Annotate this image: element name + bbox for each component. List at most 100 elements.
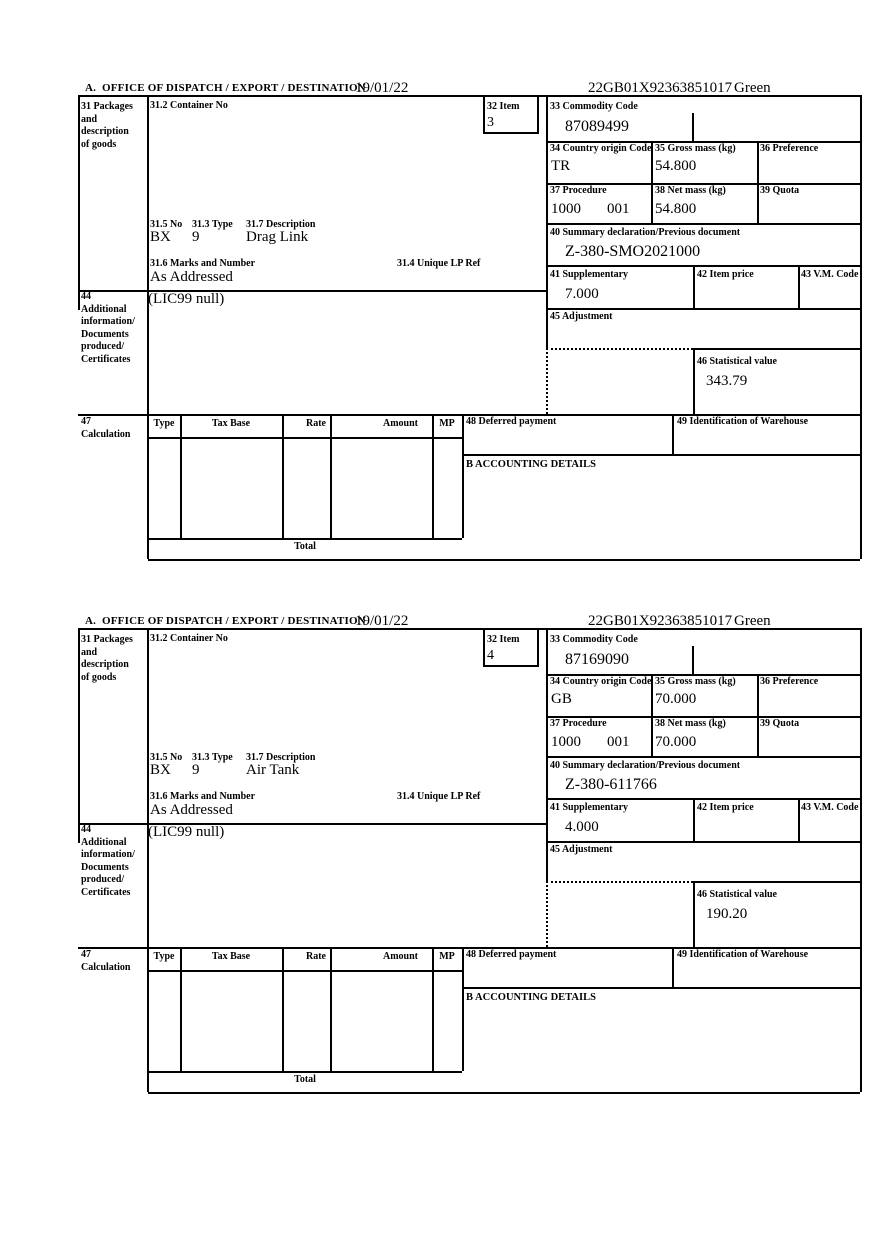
column-header-rate: Rate <box>306 951 326 962</box>
box40-label: 40 Summary declaration/Previous document <box>550 227 741 238</box>
box31-3-label: 31.3 Type <box>192 219 233 230</box>
divider <box>546 265 860 267</box>
divider <box>693 265 695 308</box>
net-mass-value: 70.000 <box>655 734 697 750</box>
box40-label: 40 Summary declaration/Previous document <box>550 760 741 771</box>
box31-5-label: 31.5 No <box>150 219 183 230</box>
divider <box>546 756 860 758</box>
box31-4-label: 31.4 Unique LP Ref <box>397 258 481 269</box>
box39-label: 39 Quota <box>760 185 800 196</box>
box44-label: 44 Additional information/ Documents pro… <box>81 824 135 898</box>
box44-label: 44 Additional information/ Documents pro… <box>81 291 135 365</box>
box49-label: 49 Identification of Warehouse <box>677 416 809 427</box>
routing-status: Green <box>734 613 771 629</box>
box45-label: 45 Adjustment <box>550 311 613 322</box>
box42-label: 42 Item price <box>697 269 754 280</box>
statistical-value: 343.79 <box>706 373 748 389</box>
divider <box>546 628 548 881</box>
item-number-value: 4 <box>487 648 494 663</box>
divider <box>546 223 860 225</box>
total-label: Total <box>294 1074 316 1085</box>
divider <box>546 841 860 843</box>
office-of-dispatch-header: A. OFFICE OF DISPATCH / EXPORT / DESTINA… <box>85 82 366 94</box>
column-header-rate: Rate <box>306 418 326 429</box>
divider <box>860 95 862 559</box>
accounting-details-label: B ACCOUNTING DETAILS <box>466 992 596 1003</box>
divider <box>693 348 695 414</box>
goods-description-value: Air Tank <box>246 762 300 778</box>
marks-and-numbers-value: As Addressed <box>150 802 233 818</box>
divider <box>282 947 284 1071</box>
divider <box>693 348 860 350</box>
column-header-tax-base: Tax Base <box>211 418 251 429</box>
additional-information-value: (LIC99 null) <box>148 824 225 840</box>
divider <box>78 95 80 310</box>
divider <box>546 308 860 310</box>
box37-label: 37 Procedure <box>550 185 607 196</box>
divider <box>462 947 464 1071</box>
gross-mass-value: 70.000 <box>655 691 697 707</box>
box36-label: 36 Preference <box>760 676 819 687</box>
box45-label: 45 Adjustment <box>550 844 613 855</box>
divider <box>757 141 759 223</box>
column-header-type: Type <box>153 951 175 962</box>
country-origin-value: TR <box>551 158 571 174</box>
box31-6-label: 31.6 Marks and Number <box>150 258 256 269</box>
box31-6-label: 31.6 Marks and Number <box>150 791 256 802</box>
commodity-code-separator <box>692 113 694 141</box>
divider <box>148 1092 860 1094</box>
net-mass-value: 54.800 <box>655 201 697 217</box>
column-header-type: Type <box>153 418 175 429</box>
divider <box>483 95 485 132</box>
box41-label: 41 Supplementary <box>550 269 629 280</box>
item-number-value: 3 <box>487 115 494 130</box>
country-origin-value: GB <box>551 691 572 707</box>
supplementary-units-value: 4.000 <box>565 819 599 835</box>
box31-5-label: 31.5 No <box>150 752 183 763</box>
statistical-value: 190.20 <box>706 906 748 922</box>
column-header-amount: Amount <box>382 418 418 429</box>
box46-label: 46 Statistical value <box>697 356 777 367</box>
divider <box>462 987 860 989</box>
box48-label: 48 Deferred payment <box>466 416 557 427</box>
dotted-divider <box>546 348 548 414</box>
box47-label: 47 Calculation <box>81 949 131 973</box>
commodity-code-value: 87169090 <box>565 651 629 668</box>
box48-label: 48 Deferred payment <box>466 949 557 960</box>
packages-type-value: 9 <box>192 229 200 245</box>
box35-label: 35 Gross mass (kg) <box>655 676 736 687</box>
divider <box>148 437 462 439</box>
divider <box>432 414 434 538</box>
declaration-date: 19/01/22 <box>355 613 409 629</box>
box41-label: 41 Supplementary <box>550 802 629 813</box>
divider <box>180 947 182 1071</box>
divider <box>860 628 862 1092</box>
box32-label: 32 Item <box>487 634 520 645</box>
procedure-value: 1000 <box>551 201 581 217</box>
divider <box>148 970 462 972</box>
box37-label: 37 Procedure <box>550 718 607 729</box>
divider <box>672 414 674 454</box>
divider <box>546 141 860 143</box>
divider <box>78 823 546 825</box>
dotted-divider <box>546 348 693 350</box>
column-header-mp: MP <box>439 951 455 962</box>
divider <box>147 95 149 559</box>
divider <box>148 1071 462 1073</box>
box31-label: 31 Packages and description of goods <box>81 101 133 150</box>
divider <box>546 674 860 676</box>
divider <box>693 798 695 841</box>
box43-label: 43 V.M. Code <box>801 802 859 813</box>
divider <box>330 947 332 1071</box>
divider <box>462 414 464 538</box>
box42-label: 42 Item price <box>697 802 754 813</box>
goods-description-value: Drag Link <box>246 229 309 245</box>
divider <box>757 674 759 756</box>
box43-label: 43 V.M. Code <box>801 269 859 280</box>
total-label: Total <box>294 541 316 552</box>
divider <box>78 95 860 97</box>
divider <box>546 716 860 718</box>
divider <box>546 95 548 348</box>
divider <box>78 414 860 416</box>
